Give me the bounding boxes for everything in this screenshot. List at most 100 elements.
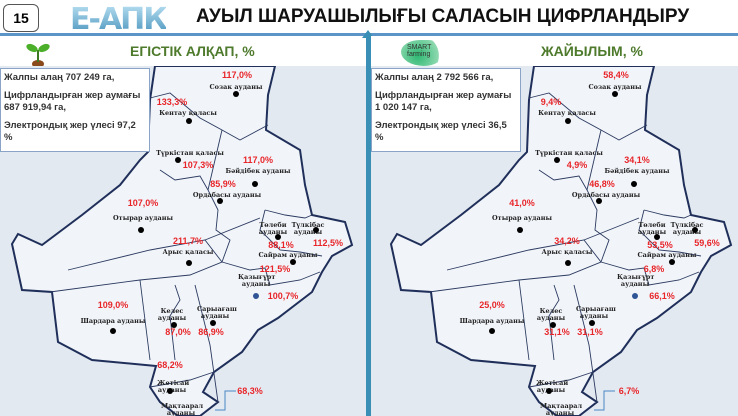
district-value: 6,7%: [618, 386, 640, 396]
digitized-area: Цифрландырған жер аумағы 1 020 147 га,: [375, 90, 512, 113]
pasture-panel: SMART farming ЖАЙЫЛЫМ, % Созак ауданы 58,…: [371, 36, 738, 416]
district-marker: [632, 293, 638, 299]
total-area: Жалпы алаң 2 792 566 га,: [375, 72, 494, 83]
district-marker: [110, 328, 116, 334]
pasture-map: Созак ауданы 58,4% Кентау қаласы 9,4% Түркіс…: [371, 66, 738, 416]
electronic-share: Электрондық жер үлесі 36,5 %: [375, 120, 507, 143]
district-marker: [692, 227, 698, 233]
district-value: 68,3%: [237, 386, 263, 396]
panel-divider: [366, 36, 371, 416]
district-name: Ордабасы ауданы: [192, 191, 262, 199]
district-border: [149, 371, 215, 388]
region-map-outline: [10, 66, 354, 416]
district-name: Бәйдібек ауданы: [604, 167, 670, 175]
district-name: Отырар ауданы: [492, 214, 552, 222]
district-marker: [171, 322, 177, 328]
district-name: Кентау қаласы: [159, 109, 217, 117]
cropland-panel: ЕГІСТІК АЛҚАП, % Созак ауданы 117,0% Кента…: [0, 36, 366, 416]
district-value: 34,2%: [554, 236, 580, 246]
district-border: [139, 279, 151, 361]
district-name: Келес ауданы: [536, 307, 566, 322]
district-name: Түркістан қаласы: [156, 149, 224, 157]
cropland-info-box: Жалпы алаң 707 249 га, Цифрландырған жер…: [0, 68, 150, 152]
district-border: [428, 239, 602, 293]
district-marker: [253, 293, 259, 299]
district-name: Шардара ауданы: [80, 317, 146, 325]
district-border: [446, 217, 640, 271]
district-marker: [489, 328, 495, 334]
district-value: 59,6%: [694, 238, 720, 248]
district-value: 87,0%: [165, 327, 191, 337]
total-area: Жалпы алаң 707 249 га,: [4, 72, 115, 83]
district-marker: [550, 322, 556, 328]
district-marker: [596, 198, 602, 204]
district-name: Отырар ауданы: [113, 214, 173, 222]
district-marker: [565, 260, 571, 266]
district-name: Кентау қаласы: [538, 109, 596, 117]
district-value: 66,1%: [649, 291, 675, 301]
district-border: [528, 92, 648, 141]
district-marker: [186, 118, 192, 124]
district-value: 46,8%: [589, 179, 615, 189]
district-marker: [554, 157, 560, 163]
pasture-info-box: Жалпы алаң 2 792 566 га, Цифрландырған ж…: [371, 68, 521, 152]
district-value: 53,5%: [647, 240, 673, 250]
district-value: 117,0%: [221, 70, 253, 80]
district-name: Сарыағаш ауданы: [197, 305, 237, 320]
district-name: Сайрам ауданы: [258, 251, 318, 259]
district-name: Бәйдібек ауданы: [225, 167, 291, 175]
district-name: Келес ауданы: [157, 307, 187, 322]
district-border: [221, 261, 321, 286]
district-marker: [546, 388, 552, 394]
district-border: [207, 129, 231, 263]
district-marker: [252, 181, 258, 187]
district-border: [518, 279, 530, 361]
district-name: Арыс қаласы: [162, 248, 214, 256]
district-border: [528, 371, 594, 388]
district-border: [638, 209, 702, 257]
district-name: Арыс қаласы: [541, 248, 593, 256]
page-title: АУЫЛ ШАРУАШЫЛЫҒЫ САЛАСЫН ЦИФРЛАНДЫРУ: [196, 6, 690, 27]
district-value: 109,0%: [97, 300, 129, 310]
district-name: Түркістан қаласы: [535, 149, 603, 157]
district-name: Сайрам ауданы: [637, 251, 697, 259]
district-name: Төлеби ауданы: [637, 221, 667, 236]
smart-farming-logo: SMART farming: [401, 40, 443, 66]
district-border: [149, 92, 269, 141]
district-marker: [654, 234, 660, 240]
district-marker: [175, 157, 181, 163]
district-value: 107,0%: [127, 198, 159, 208]
slide-number: 15: [3, 4, 39, 32]
district-border: [159, 169, 209, 191]
callout-arrow: [215, 390, 236, 411]
district-value: 6,8%: [643, 264, 665, 274]
region-border: [389, 66, 733, 416]
district-marker: [290, 259, 296, 265]
district-name: Түлкібас ауданы: [291, 221, 325, 236]
district-name: Мақтаарал ауданы: [161, 402, 204, 416]
district-value: 25,0%: [479, 300, 505, 310]
pasture-title: ЖАЙЫЛЫМ, %: [541, 43, 643, 59]
district-value: 85,9%: [210, 179, 236, 189]
district-marker: [631, 181, 637, 187]
district-border: [643, 209, 692, 219]
district-name: Мақтаарал ауданы: [540, 402, 583, 416]
district-border: [573, 284, 598, 403]
district-border: [600, 261, 700, 286]
district-marker: [138, 227, 144, 233]
district-value: 88,1%: [268, 240, 294, 250]
district-value: 31,1%: [544, 327, 570, 337]
district-name: Төлеби ауданы: [258, 221, 288, 236]
callout-arrow: [594, 390, 615, 411]
district-value: 86,9%: [198, 327, 224, 337]
district-border: [538, 169, 588, 191]
district-border: [169, 284, 181, 361]
digitized-area: Цифрландырған жер аумағы 687 919,94 га,: [4, 90, 141, 113]
district-value: 211,7%: [172, 236, 204, 246]
district-value: 58,4%: [603, 70, 629, 80]
district-marker: [167, 388, 173, 394]
district-value: 100,7%: [267, 291, 299, 301]
district-name: Сарыағаш ауданы: [576, 305, 616, 320]
district-marker: [612, 91, 618, 97]
district-value: 9,4%: [540, 97, 562, 107]
